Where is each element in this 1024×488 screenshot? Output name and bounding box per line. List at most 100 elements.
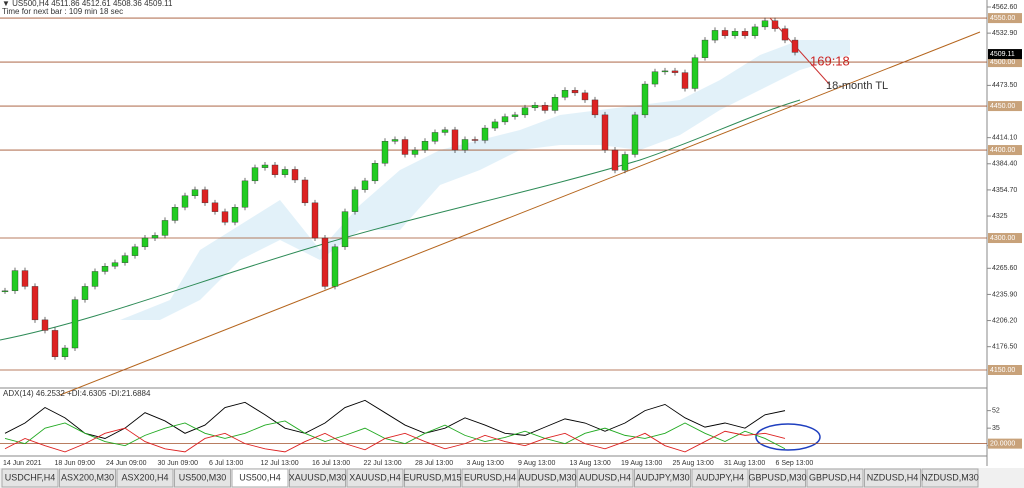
tab-label[interactable]: USDCHF,H4: [5, 472, 56, 482]
tab-label[interactable]: GBPUSD,M30: [748, 472, 806, 482]
tab[interactable]: [576, 468, 634, 488]
candle: [281, 169, 289, 175]
candle: [721, 30, 729, 36]
tab-label[interactable]: EURUSD,H4: [464, 472, 516, 482]
candle: [671, 70, 679, 73]
level-label-bg: [988, 145, 1022, 156]
tab[interactable]: [864, 468, 921, 488]
candle: [431, 132, 439, 142]
candle: [141, 237, 149, 248]
time-label: 6 Jul 13:00: [209, 460, 243, 467]
candle: [621, 154, 629, 171]
time-label: 14 Jun 2021: [3, 460, 42, 467]
time-label: 9 Aug 13:00: [518, 460, 555, 467]
candle: [691, 57, 699, 89]
tab-label[interactable]: AUDUSD,M30: [518, 472, 576, 482]
candle: [361, 180, 369, 190]
candle: [541, 104, 549, 111]
indicator-level-bg: [988, 438, 1022, 449]
y-tick-label: 4384.40: [992, 161, 1017, 168]
candle: [51, 330, 59, 358]
candle: [381, 141, 389, 164]
tab[interactable]: [1, 468, 59, 488]
candle: [181, 195, 189, 208]
tab[interactable]: [461, 468, 519, 488]
candle: [221, 211, 229, 223]
time-label: 13 Aug 13:00: [570, 460, 611, 467]
tab-label[interactable]: GBPUSD,H4: [809, 472, 861, 482]
y-tick-label: 4354.70: [992, 187, 1017, 194]
time-label: 24 Jun 09:00: [106, 460, 147, 467]
moving-average: [0, 99, 801, 341]
y-tick-label: 4532.90: [992, 30, 1017, 37]
candle: [11, 270, 19, 292]
tab-label[interactable]: ASX200,H4: [121, 472, 168, 482]
indicator-tick-label: 35: [992, 425, 1000, 432]
down-trendline: [769, 17, 831, 86]
candle: [1, 290, 9, 293]
candle: [341, 211, 349, 248]
candle: [351, 189, 359, 212]
level-label-bg: [988, 57, 1022, 68]
candle: [601, 114, 609, 151]
candle: [681, 72, 689, 89]
indicator-level-label: 20.0000: [990, 440, 1015, 447]
tab-label[interactable]: AUDJPY,H4: [696, 472, 744, 482]
indicator-label: ADX(14) 46.2532 +DI:4.6305 -DI:21.6884: [3, 389, 151, 398]
indicator-line: [4, 427, 786, 453]
tab-label[interactable]: US500,H4: [239, 472, 281, 482]
candle: [501, 116, 509, 123]
tab[interactable]: [116, 468, 174, 488]
tab[interactable]: [59, 468, 116, 488]
y-tick-label: 4206.20: [992, 317, 1017, 324]
tab-label[interactable]: AUDUSD,H4: [579, 472, 631, 482]
tab[interactable]: [231, 468, 289, 488]
tab-label[interactable]: XAUUSD,M30: [289, 472, 347, 482]
level-label-bg: [988, 13, 1022, 24]
tab-label[interactable]: NZDUSD,M30: [921, 472, 979, 482]
tab-label[interactable]: NZDUSD,H4: [867, 472, 919, 482]
tab[interactable]: [519, 468, 576, 488]
candle: [41, 319, 49, 331]
candle: [241, 180, 249, 208]
y-tick-label: 4473.50: [992, 82, 1017, 89]
candle: [791, 39, 799, 53]
tab-label[interactable]: US500,M30: [179, 472, 227, 482]
time-label: 3 Aug 13:00: [467, 460, 504, 467]
tab-label[interactable]: AUDJPY,M30: [635, 472, 689, 482]
highlight-ellipse: [755, 423, 821, 451]
candle: [331, 246, 339, 287]
candle: [21, 270, 29, 287]
candle: [591, 99, 599, 116]
candle: [151, 235, 159, 239]
candle: [651, 71, 659, 85]
tab[interactable]: [749, 468, 806, 488]
candle: [321, 237, 329, 287]
tab[interactable]: [346, 468, 404, 488]
tab[interactable]: [921, 468, 979, 488]
time-label: 22 Jul 13:00: [364, 460, 402, 467]
tab[interactable]: [289, 468, 346, 488]
candle: [711, 30, 719, 41]
tab[interactable]: [806, 468, 864, 488]
tab[interactable]: [691, 468, 749, 488]
tab-label[interactable]: ASX200,M30: [61, 472, 114, 482]
tab[interactable]: [174, 468, 231, 488]
level-label: 4450.00: [990, 103, 1015, 110]
candle: [641, 83, 649, 116]
time-label: 12 Jul 13:00: [261, 460, 299, 467]
candle: [451, 129, 459, 151]
candle: [191, 189, 199, 197]
time-label: 31 Aug 13:00: [724, 460, 765, 467]
tab[interactable]: [404, 468, 461, 488]
candle: [121, 255, 129, 263]
level-label: 4500.00: [990, 59, 1015, 66]
candle: [311, 202, 319, 239]
candle: [101, 265, 109, 272]
tab-label[interactable]: EURUSD,M15: [403, 472, 461, 482]
candle: [201, 189, 209, 204]
tab-label[interactable]: XAUUSD,H4: [349, 472, 401, 482]
level-label-bg: [988, 365, 1022, 375]
tab[interactable]: [634, 468, 691, 488]
